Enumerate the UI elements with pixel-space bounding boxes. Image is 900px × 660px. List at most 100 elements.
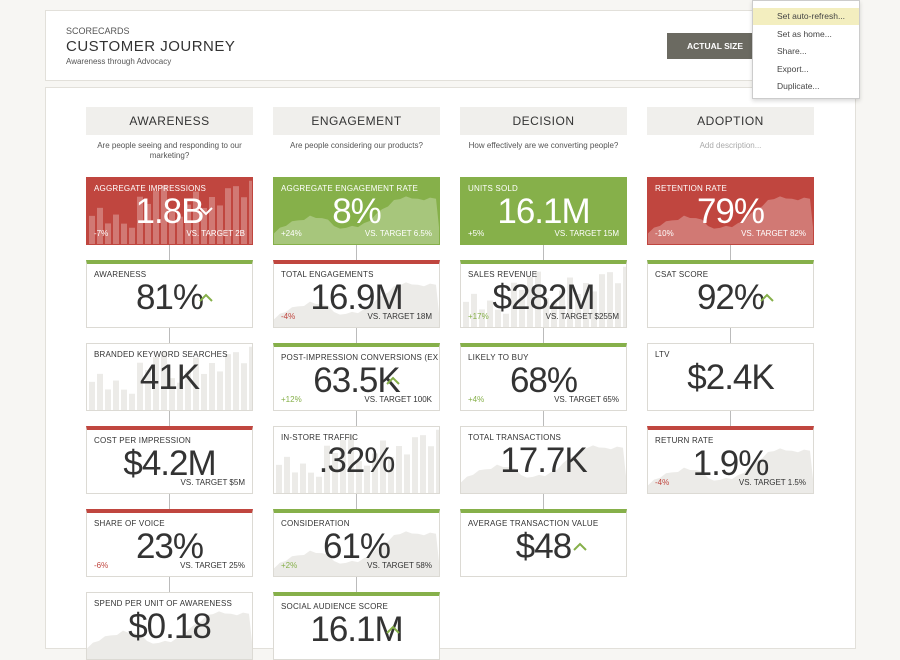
card-title: AGGREGATE ENGAGEMENT RATE	[281, 184, 419, 193]
card-target: VS. TARGET $255M	[545, 312, 619, 321]
sparkline	[648, 196, 813, 244]
connector	[730, 328, 731, 343]
header-panel: SCORECARDS CUSTOMER JOURNEY Awareness th…	[45, 10, 856, 81]
menu-item[interactable]: Export...	[777, 63, 809, 74]
scorecard[interactable]: CONSIDERATION 61% +2% VS. TARGET 58%	[273, 509, 440, 577]
trend-icon	[199, 293, 213, 302]
card-title: CSAT SCORE	[655, 270, 709, 279]
card-target: VS. TARGET 65%	[554, 395, 619, 404]
card-value: $48	[515, 527, 572, 566]
sparkline	[276, 429, 439, 493]
scorecard[interactable]: SOCIAL AUDIENCE SCORE 16.1M	[273, 592, 440, 660]
scorecard[interactable]: RETURN RATE 1.9% -4% VS. TARGET 1.5%	[647, 426, 814, 494]
page-subtitle: Awareness through Advocacy	[66, 57, 172, 66]
board: AWARENESS Are people seeing and respondin…	[86, 107, 814, 660]
card-change: +17%	[468, 312, 489, 321]
trend-icon	[386, 376, 400, 385]
scorecard[interactable]: LIKELY TO BUY 68% +4% VS. TARGET 65%	[460, 343, 627, 411]
scorecard[interactable]: AVERAGE TRANSACTION VALUE $48	[460, 509, 627, 577]
card-target: VS. TARGET 2B	[186, 229, 245, 238]
card-title: AWARENESS	[94, 270, 147, 279]
card-value: $282M	[492, 278, 595, 317]
card-value: 16.1M	[497, 192, 590, 231]
card-change: +24%	[281, 229, 302, 238]
connector	[356, 328, 357, 343]
connector	[169, 494, 170, 509]
card-value: 17.7K	[500, 441, 587, 480]
card-title: RETURN RATE	[655, 436, 714, 445]
card-target: VS. TARGET 6.5%	[364, 229, 432, 238]
actual-size-button[interactable]: ACTUAL SIZE	[667, 33, 753, 59]
scorecard[interactable]: COST PER IMPRESSION $4.2M VS. TARGET $5M	[86, 426, 253, 494]
card-value: 8%	[332, 192, 382, 231]
scorecard[interactable]: RETENTION RATE 79% -10% VS. TARGET 82%	[647, 177, 814, 245]
menu-item[interactable]: Set as home...	[777, 28, 832, 39]
connector	[543, 245, 544, 260]
card-title: LTV	[655, 350, 670, 359]
scorecard[interactable]: POST-IMPRESSION CONVERSIONS (EXPOS...63.…	[273, 343, 440, 411]
connector	[169, 328, 170, 343]
connector	[356, 411, 357, 426]
card-title: CONSIDERATION	[281, 519, 350, 528]
connector	[543, 411, 544, 426]
dropdown-menu: Set auto-refresh... Set as home... Share..…	[752, 0, 860, 99]
card-title: LIKELY TO BUY	[468, 353, 529, 362]
scorecard[interactable]: CSAT SCORE 92%	[647, 260, 814, 328]
card-title: COST PER IMPRESSION	[94, 436, 192, 445]
card-value: 1.9%	[692, 444, 770, 483]
card-target: VS. TARGET 1.5%	[738, 478, 806, 487]
menu-item[interactable]: Share...	[777, 46, 807, 56]
scorecard[interactable]: IN-STORE TRAFFIC .32%	[273, 426, 440, 494]
trend-icon	[386, 625, 400, 634]
menu-item[interactable]: Duplicate...	[777, 81, 820, 91]
card-value: 81%	[135, 278, 204, 317]
scorecard[interactable]: LTV $2.4K	[647, 343, 814, 411]
card-value: .32%	[318, 441, 396, 480]
card-change: +2%	[281, 561, 298, 570]
scorecard[interactable]: AGGREGATE IMPRESSIONS 1.8B -7% VS. TARGET 2…	[86, 177, 253, 245]
card-title: POST-IMPRESSION CONVERSIONS (EXPOS...	[281, 353, 439, 362]
card-title: SPEND PER UNIT OF AWARENESS	[94, 599, 233, 608]
sparkline	[461, 445, 626, 493]
connector	[356, 245, 357, 260]
card-value: 16.9M	[310, 278, 403, 317]
scorecard[interactable]: AWARENESS 81%	[86, 260, 253, 328]
sparkline	[274, 282, 439, 327]
card-title: SOCIAL AUDIENCE SCORE	[281, 602, 389, 611]
scorecard[interactable]: BRANDED KEYWORD SEARCHES 41K	[86, 343, 253, 411]
column-description: Are people seeing and responding to our …	[97, 141, 242, 160]
card-value: 1.8B	[135, 192, 205, 231]
scorecard[interactable]: SHARE OF VOICE 23% -6% VS. TARGET 25%	[86, 509, 253, 577]
card-value: $2.4K	[687, 358, 774, 397]
connector	[169, 245, 170, 260]
card-title: UNITS SOLD	[468, 184, 519, 193]
card-target: VS. TARGET 15M	[554, 229, 619, 238]
card-value: 63.5K	[313, 361, 400, 400]
card-value: 92%	[696, 278, 765, 317]
scorecard[interactable]: TOTAL TRANSACTIONS 17.7K	[460, 426, 627, 494]
card-change: -4%	[655, 478, 670, 487]
section-label: SCORECARDS	[66, 26, 130, 36]
card-value: 41K	[139, 358, 200, 397]
scorecard[interactable]: SPEND PER UNIT OF AWARENESS $0.18	[86, 592, 253, 660]
scorecard[interactable]: UNITS SOLD 16.1M +5% VS. TARGET 15M	[460, 177, 627, 245]
sparkline	[274, 196, 439, 244]
scorecard[interactable]: SALES REVENUE $282M +17% VS. TARGET $255M	[460, 260, 627, 328]
scorecard[interactable]: TOTAL ENGAGEMENTS 16.9M -4% VS. TARGET 18M	[273, 260, 440, 328]
card-title: SALES REVENUE	[468, 270, 538, 279]
card-change: -4%	[281, 312, 296, 321]
card-title: TOTAL TRANSACTIONS	[468, 433, 562, 442]
card-title: RETENTION RATE	[655, 184, 727, 193]
menu-item[interactable]: Set auto-refresh...	[753, 8, 859, 25]
card-target: VS. TARGET 18M	[367, 312, 432, 321]
card-change: +12%	[281, 395, 302, 404]
connector	[730, 245, 731, 260]
connector	[543, 328, 544, 343]
scorecard[interactable]: AGGREGATE ENGAGEMENT RATE 8% +24% VS. TARGE…	[273, 177, 440, 245]
card-value: 79%	[696, 192, 765, 231]
column-title: ENGAGEMENT	[273, 107, 440, 135]
column-title: ADOPTION	[647, 107, 814, 135]
sparkline	[89, 346, 252, 410]
sparkline	[274, 531, 439, 576]
card-title: SHARE OF VOICE	[94, 519, 165, 528]
